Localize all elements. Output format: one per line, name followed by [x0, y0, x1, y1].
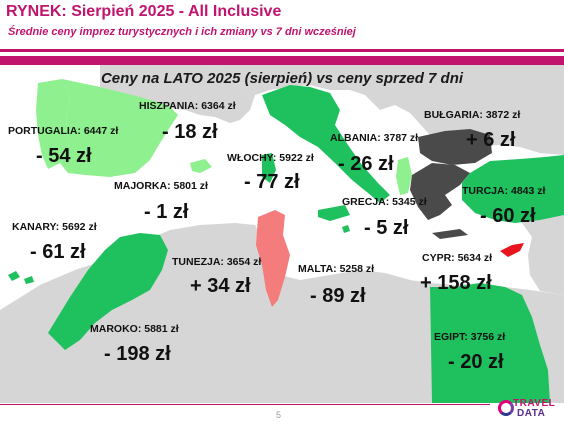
land-middle-east [520, 215, 564, 295]
travel-data-logo: TRAVEL DATA [496, 397, 562, 421]
map-title: Ceny na LATO 2025 (sierpień) vs ceny spr… [100, 70, 464, 87]
change-bulgaria: + 6 zł [466, 129, 516, 151]
region-malta [342, 225, 350, 233]
region-tunezja [256, 210, 290, 307]
region-wlochy [262, 85, 390, 203]
label-grecja: GRECJA: 5345 zł [342, 196, 427, 208]
change-hiszpania: - 18 zł [162, 121, 218, 143]
region-hiszpania [60, 79, 178, 177]
slide-title: RYNEK: Sierpień 2025 - All Inclusive [6, 3, 282, 20]
label-egipt: EGIPT: 3756 zł [434, 331, 506, 343]
change-albania: - 26 zł [338, 153, 394, 175]
logo-text-travel: TRAVEL [513, 398, 556, 409]
region-turcja [462, 155, 564, 223]
change-majorka: - 1 zł [144, 201, 189, 223]
change-maroko: - 198 zł [104, 343, 171, 365]
region-cypr [500, 243, 524, 257]
change-kanary: - 61 zł [30, 241, 86, 263]
map-graphic [0, 65, 564, 403]
label-turcja: TURCJA: 4843 zł [462, 185, 546, 197]
label-wlochy: WŁOCHY: 5922 zł [227, 152, 314, 164]
region-portugalia [36, 79, 70, 169]
label-hiszpania: HISZPANIA: 6364 zł [139, 100, 236, 112]
label-malta: MALTA: 5258 zł [298, 263, 375, 275]
region-majorka [190, 159, 212, 173]
region-bulgaria [418, 129, 492, 165]
page-number: 5 [276, 410, 282, 420]
region-egipt [430, 283, 550, 403]
slide-subtitle: Średnie ceny imprez turystycznych i ich … [8, 26, 356, 38]
land-france [100, 65, 255, 123]
region-grecja-kreta [432, 229, 468, 239]
label-cypr: CYPR: 5634 zł [422, 252, 493, 264]
header-rule-thin [0, 49, 564, 52]
change-malta: - 89 zł [310, 285, 366, 307]
change-cypr: + 158 zł [420, 272, 492, 294]
label-portugalia: PORTUGALIA: 6447 zł [8, 125, 119, 137]
footer-rule [0, 404, 490, 405]
region-grecja [410, 163, 470, 220]
label-kanary: KANARY: 5692 zł [12, 221, 97, 233]
region-kanary [8, 271, 34, 284]
change-grecja: - 5 zł [364, 217, 409, 239]
region-albania [396, 157, 412, 195]
change-egipt: - 20 zł [448, 351, 504, 373]
region-maroko [48, 233, 168, 350]
logo-ring-icon [498, 400, 514, 416]
change-portugalia: - 54 zł [36, 145, 92, 167]
label-maroko: MAROKO: 5881 zł [90, 323, 179, 335]
logo-text-data: DATA [517, 408, 546, 419]
region-wlochy-sycylia [318, 205, 350, 221]
label-bulgaria: BUŁGARIA: 3872 zł [424, 109, 521, 121]
label-majorka: MAJORKA: 5801 zł [114, 180, 208, 192]
header-rule-thick [0, 56, 564, 65]
label-albania: ALBANIA: 3787 zł [330, 132, 419, 144]
change-wlochy: - 77 zł [244, 171, 300, 193]
change-tunezja: + 34 zł [190, 275, 251, 297]
region-wlochy-sardynia [262, 153, 276, 183]
change-turcja: - 60 zł [480, 205, 536, 227]
label-tunezja: TUNEZJA: 3654 zł [172, 256, 262, 268]
map-area: Ceny na LATO 2025 (sierpień) vs ceny spr… [0, 65, 564, 403]
